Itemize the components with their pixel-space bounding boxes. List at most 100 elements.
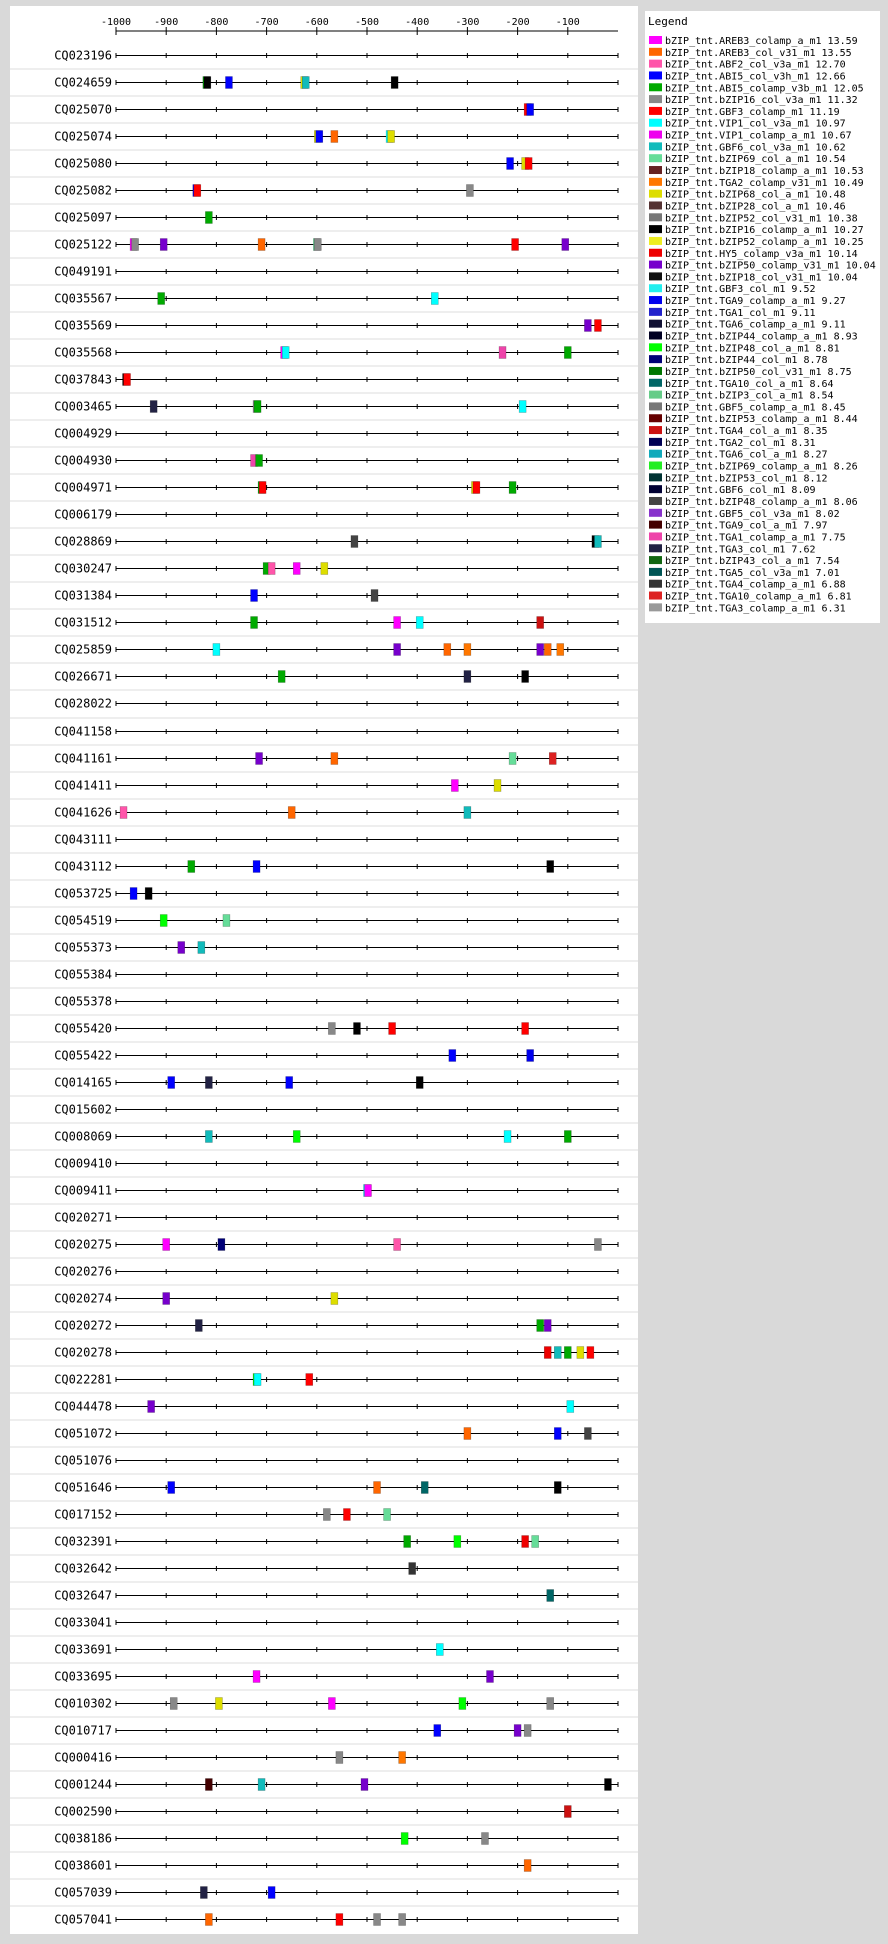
binding-site-mark[interactable] <box>586 1346 595 1359</box>
binding-site-mark[interactable] <box>205 1076 213 1089</box>
binding-site-mark[interactable] <box>508 752 517 765</box>
binding-site-mark[interactable] <box>373 1481 381 1494</box>
binding-site-mark[interactable] <box>526 1049 534 1062</box>
binding-site-mark[interactable] <box>548 752 557 765</box>
binding-site-mark[interactable] <box>159 914 168 927</box>
binding-site-mark[interactable] <box>420 1481 429 1494</box>
binding-site-mark[interactable] <box>518 400 527 413</box>
binding-site-mark[interactable] <box>157 292 165 305</box>
binding-site-mark[interactable] <box>267 562 276 575</box>
binding-site-mark[interactable] <box>330 1292 339 1305</box>
binding-site-mark[interactable] <box>187 860 196 873</box>
binding-site-mark[interactable] <box>205 1913 213 1926</box>
binding-site-mark[interactable] <box>554 1481 562 1494</box>
binding-site-mark[interactable] <box>554 1346 562 1359</box>
binding-site-mark[interactable] <box>305 1373 314 1386</box>
binding-site-mark[interactable] <box>200 1886 208 1899</box>
binding-site-mark[interactable] <box>576 1346 585 1359</box>
binding-site-mark[interactable] <box>292 562 301 575</box>
binding-site-mark[interactable] <box>436 1643 444 1656</box>
binding-site-mark[interactable] <box>285 1076 293 1089</box>
binding-site-mark[interactable] <box>546 1589 554 1602</box>
binding-site-mark[interactable] <box>343 1508 351 1521</box>
binding-site-mark[interactable] <box>177 941 186 954</box>
binding-site-mark[interactable] <box>292 1130 301 1143</box>
binding-site-mark[interactable] <box>531 1535 539 1548</box>
binding-site-mark[interactable] <box>584 1427 592 1440</box>
binding-site-mark[interactable] <box>205 211 213 224</box>
binding-site-mark[interactable] <box>415 616 424 629</box>
binding-site-mark[interactable] <box>360 1778 369 1791</box>
binding-site-mark[interactable] <box>162 1238 170 1251</box>
binding-site-mark[interactable] <box>255 454 263 467</box>
binding-site-mark[interactable] <box>415 1076 424 1089</box>
binding-site-mark[interactable] <box>594 319 602 332</box>
binding-site-mark[interactable] <box>335 1913 344 1926</box>
binding-site-mark[interactable] <box>257 1778 266 1791</box>
binding-site-mark[interactable] <box>443 643 452 656</box>
binding-site-mark[interactable] <box>159 238 168 251</box>
binding-site-mark[interactable] <box>451 779 459 792</box>
binding-site-mark[interactable] <box>472 481 481 494</box>
binding-site-mark[interactable] <box>513 1724 522 1737</box>
binding-site-mark[interactable] <box>566 1400 575 1413</box>
binding-site-mark[interactable] <box>167 1076 175 1089</box>
binding-site-mark[interactable] <box>466 184 474 197</box>
binding-site-mark[interactable] <box>594 1238 602 1251</box>
binding-site-mark[interactable] <box>408 1562 416 1575</box>
binding-site-mark[interactable] <box>129 887 138 900</box>
binding-site-mark[interactable] <box>393 1238 401 1251</box>
binding-site-mark[interactable] <box>169 1697 178 1710</box>
binding-site-mark[interactable] <box>506 157 514 170</box>
binding-site-mark[interactable] <box>398 1913 406 1926</box>
binding-site-mark[interactable] <box>323 1508 331 1521</box>
binding-site-mark[interactable] <box>250 616 258 629</box>
binding-site-mark[interactable] <box>222 914 231 927</box>
binding-site-mark[interactable] <box>205 1130 213 1143</box>
binding-site-mark[interactable] <box>302 76 310 89</box>
binding-site-mark[interactable] <box>543 643 552 656</box>
binding-site-mark[interactable] <box>508 481 517 494</box>
binding-site-mark[interactable] <box>328 1022 336 1035</box>
binding-site-mark[interactable] <box>543 1319 552 1332</box>
binding-site-mark[interactable] <box>453 1535 462 1548</box>
binding-site-mark[interactable] <box>564 1805 572 1818</box>
binding-site-mark[interactable] <box>493 779 502 792</box>
binding-site-mark[interactable] <box>393 616 401 629</box>
binding-site-mark[interactable] <box>373 1913 381 1926</box>
binding-site-mark[interactable] <box>431 292 439 305</box>
binding-site-mark[interactable] <box>536 1319 544 1332</box>
binding-site-mark[interactable] <box>390 76 399 89</box>
binding-site-mark[interactable] <box>400 1832 409 1845</box>
binding-site-mark[interactable] <box>253 400 262 413</box>
binding-site-mark[interactable] <box>564 1346 572 1359</box>
binding-site-mark[interactable] <box>215 1697 223 1710</box>
binding-site-mark[interactable] <box>503 1130 512 1143</box>
binding-site-mark[interactable] <box>162 1292 170 1305</box>
binding-site-mark[interactable] <box>197 941 206 954</box>
binding-site-mark[interactable] <box>523 1859 532 1872</box>
binding-site-mark[interactable] <box>147 1400 155 1413</box>
binding-site-mark[interactable] <box>253 1373 262 1386</box>
binding-site-mark[interactable] <box>123 373 131 386</box>
binding-site-mark[interactable] <box>320 562 329 575</box>
binding-site-mark[interactable] <box>314 238 322 251</box>
binding-site-mark[interactable] <box>543 1346 552 1359</box>
binding-site-mark[interactable] <box>277 670 286 683</box>
binding-site-mark[interactable] <box>144 887 153 900</box>
binding-site-mark[interactable] <box>594 535 602 548</box>
binding-site-mark[interactable] <box>195 1319 203 1332</box>
binding-site-mark[interactable] <box>255 752 263 765</box>
binding-site-mark[interactable] <box>564 346 572 359</box>
binding-site-mark[interactable] <box>330 130 339 143</box>
binding-site-mark[interactable] <box>353 1022 361 1035</box>
binding-site-mark[interactable] <box>287 806 296 819</box>
binding-site-mark[interactable] <box>463 643 472 656</box>
binding-site-mark[interactable] <box>523 1724 532 1737</box>
binding-site-mark[interactable] <box>252 1670 261 1683</box>
binding-site-mark[interactable] <box>250 589 258 602</box>
binding-site-mark[interactable] <box>463 670 472 683</box>
binding-site-mark[interactable] <box>328 1697 336 1710</box>
binding-site-mark[interactable] <box>511 238 519 251</box>
binding-site-mark[interactable] <box>281 346 290 359</box>
